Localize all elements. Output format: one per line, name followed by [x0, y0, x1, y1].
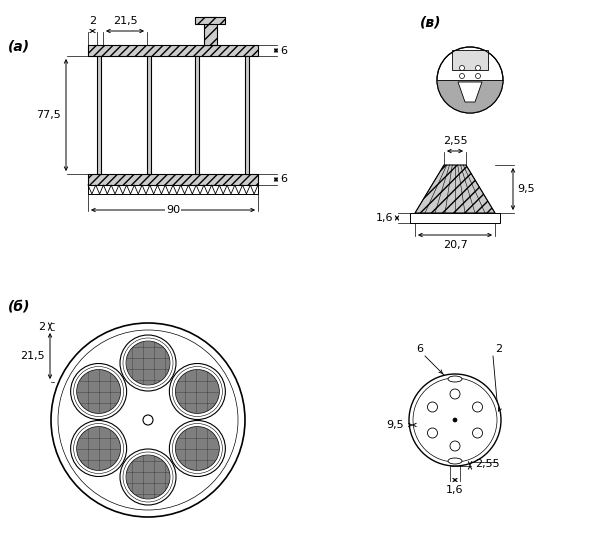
Bar: [88, 174, 258, 185]
Bar: [97, 56, 101, 174]
Text: 90: 90: [166, 205, 180, 215]
Text: 6: 6: [280, 46, 287, 56]
Text: 2: 2: [38, 321, 45, 331]
Circle shape: [175, 370, 220, 413]
Bar: [88, 185, 258, 194]
Circle shape: [126, 341, 170, 385]
Text: 20,7: 20,7: [443, 240, 467, 250]
Text: 21,5: 21,5: [20, 351, 45, 361]
Text: (а): (а): [8, 40, 30, 54]
Circle shape: [460, 65, 464, 70]
Circle shape: [460, 73, 464, 78]
Text: 6: 6: [280, 174, 287, 184]
Bar: [199, 56, 243, 174]
Circle shape: [126, 455, 170, 499]
Text: 1,6: 1,6: [446, 485, 464, 495]
Polygon shape: [437, 80, 503, 113]
Text: 1,6: 1,6: [376, 213, 393, 223]
Bar: [196, 17, 226, 24]
Circle shape: [473, 402, 482, 412]
Text: 6: 6: [416, 344, 423, 354]
Text: 77,5: 77,5: [36, 110, 61, 120]
Circle shape: [77, 370, 121, 413]
Polygon shape: [458, 82, 482, 102]
Text: 2: 2: [89, 16, 96, 26]
Circle shape: [169, 421, 226, 477]
Circle shape: [409, 374, 501, 466]
Text: 21,5: 21,5: [113, 16, 137, 26]
Bar: [204, 17, 217, 45]
Bar: [151, 56, 195, 174]
Circle shape: [453, 418, 457, 422]
Text: (в): (в): [420, 15, 442, 29]
Ellipse shape: [448, 458, 462, 464]
Circle shape: [437, 47, 503, 113]
Circle shape: [77, 426, 121, 471]
Bar: [88, 45, 258, 56]
Bar: [147, 56, 151, 174]
Text: 2,55: 2,55: [475, 459, 500, 469]
Circle shape: [476, 73, 481, 78]
Circle shape: [120, 449, 176, 505]
Circle shape: [71, 364, 127, 420]
Text: 9,5: 9,5: [517, 184, 535, 194]
Circle shape: [120, 335, 176, 391]
Bar: [103, 56, 147, 174]
Circle shape: [450, 441, 460, 451]
Text: (б): (б): [8, 300, 31, 314]
Circle shape: [450, 389, 460, 399]
Circle shape: [427, 402, 437, 412]
Circle shape: [476, 65, 481, 70]
Circle shape: [71, 421, 127, 477]
Text: 2,55: 2,55: [443, 136, 467, 146]
Bar: [452, 50, 488, 70]
Bar: [245, 56, 249, 174]
Ellipse shape: [448, 376, 462, 382]
Circle shape: [169, 364, 226, 420]
Text: 2: 2: [495, 344, 502, 354]
Circle shape: [427, 428, 437, 438]
Bar: [410, 213, 500, 223]
Text: 9,5: 9,5: [386, 420, 404, 430]
Circle shape: [473, 428, 482, 438]
Polygon shape: [415, 165, 495, 213]
Circle shape: [175, 426, 220, 471]
Bar: [195, 56, 199, 174]
